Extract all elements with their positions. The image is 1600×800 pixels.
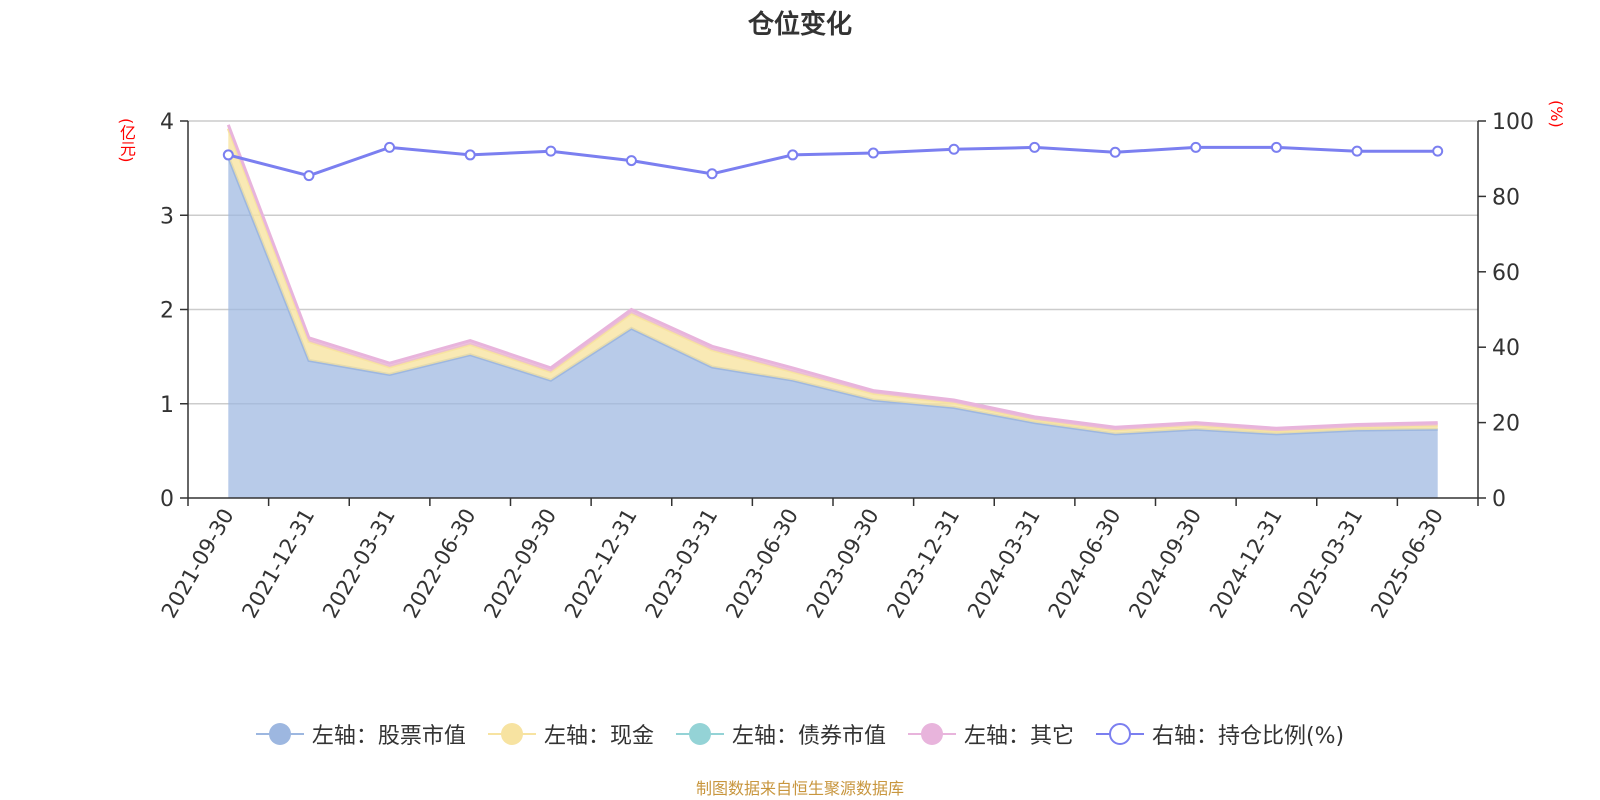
left-tick-label: 0 [160, 487, 174, 512]
ratio-point [706, 168, 718, 180]
legend-label-ratio: 右轴：持仓比例(%) [1151, 724, 1345, 749]
legend-swatch-other-icon [907, 722, 956, 746]
legend-item-other[interactable]: 左轴：其它 [907, 718, 1074, 750]
right-tick-label: 40 [1492, 336, 1520, 361]
ratio-point [545, 145, 557, 157]
ratio-point [867, 147, 879, 159]
right-tick-label: 20 [1492, 412, 1520, 437]
x-tick-label: 2022-12-31 [560, 505, 642, 623]
x-tick-label: 2022-09-30 [479, 505, 561, 623]
source-footer: 制图数据来自恒生聚源数据库 [695, 779, 904, 798]
x-tick-label: 2022-06-30 [399, 505, 481, 623]
legend-swatch-cash-icon [487, 722, 536, 746]
legend-item-ratio[interactable]: 右轴：持仓比例(%) [1095, 718, 1345, 750]
legend-item-bond[interactable]: 左轴：债券市值 [675, 718, 886, 750]
right-tick-label: 100 [1492, 110, 1534, 135]
right-tick-label: 0 [1492, 487, 1506, 512]
legend-label-stock: 左轴：股票市值 [311, 724, 466, 749]
ratio-point [1351, 145, 1363, 157]
area-line-series-3 [226, 124, 1438, 430]
left-axis-unit: (亿元) [117, 118, 136, 163]
ratio-point [948, 143, 960, 155]
legend-item-cash[interactable]: 左轴：现金 [487, 718, 654, 750]
legend-label-other: 左轴：其它 [963, 724, 1074, 749]
left-tick-label: 4 [160, 110, 174, 135]
chart-title: 仓位变化 [747, 10, 852, 40]
right-axis-unit: (%) [1547, 100, 1566, 128]
x-tick-label: 2024-12-31 [1205, 505, 1287, 623]
left-tick-label: 2 [160, 299, 174, 324]
ratio-point [222, 149, 234, 161]
legend: 左轴：股票市值 左轴：现金 左轴：债券市值 左轴：其它 右轴：持仓比例(%) [0, 718, 1600, 750]
x-tick-label: 2023-03-31 [641, 505, 723, 623]
legend-label-cash: 左轴：现金 [543, 724, 654, 749]
ratio-point [464, 149, 476, 161]
x-tick-label: 2023-06-30 [721, 505, 803, 623]
legend-label-bond: 左轴：债券市值 [731, 724, 886, 749]
ratio-point [1270, 141, 1282, 153]
x-tick-label: 2021-09-30 [157, 505, 239, 623]
legend-item-stock[interactable]: 左轴：股票市值 [255, 718, 466, 750]
legend-swatch-bond-icon [675, 722, 724, 746]
left-tick-label: 3 [160, 204, 174, 229]
left-tick-label: 1 [160, 393, 174, 418]
ratio-line [227, 145, 1438, 178]
ratio-point [303, 170, 315, 182]
ratio-point [1029, 141, 1041, 153]
x-tick-label: 2021-12-31 [237, 505, 319, 623]
x-tick-label: 2024-09-30 [1124, 505, 1206, 623]
ratio-point [625, 155, 637, 167]
right-tick-label: 60 [1492, 261, 1520, 286]
legend-swatch-stock-icon [255, 722, 304, 746]
ratio-point [787, 149, 799, 161]
x-tick-label: 2024-06-30 [1044, 505, 1126, 623]
ratio-point [1190, 141, 1202, 153]
x-tick-label: 2023-12-31 [882, 505, 964, 623]
area-series-0 [228, 156, 1438, 499]
legend-swatch-ratio-icon [1095, 722, 1144, 746]
x-tick-label: 2025-06-30 [1366, 505, 1448, 623]
ratio-point [1432, 145, 1444, 157]
x-tick-label: 2025-03-31 [1286, 505, 1368, 623]
x-tick-label: 2024-03-31 [963, 505, 1045, 623]
right-tick-label: 80 [1492, 185, 1520, 210]
ratio-point [384, 141, 396, 153]
ratio-point [1109, 146, 1121, 158]
x-tick-label: 2023-09-30 [802, 505, 884, 623]
x-tick-label: 2022-03-31 [318, 505, 400, 623]
